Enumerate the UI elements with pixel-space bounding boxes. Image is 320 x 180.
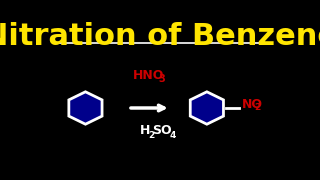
Text: 2: 2: [254, 103, 260, 112]
Text: H: H: [140, 124, 151, 137]
Text: HNO: HNO: [132, 69, 164, 82]
Text: 2: 2: [148, 130, 154, 140]
Polygon shape: [190, 92, 223, 124]
Text: Nitration of Benzene: Nitration of Benzene: [0, 22, 320, 51]
Text: SO: SO: [152, 124, 172, 137]
Text: 4: 4: [169, 130, 176, 140]
Polygon shape: [69, 92, 102, 124]
Text: NO: NO: [242, 98, 263, 111]
Text: 3: 3: [158, 74, 165, 84]
